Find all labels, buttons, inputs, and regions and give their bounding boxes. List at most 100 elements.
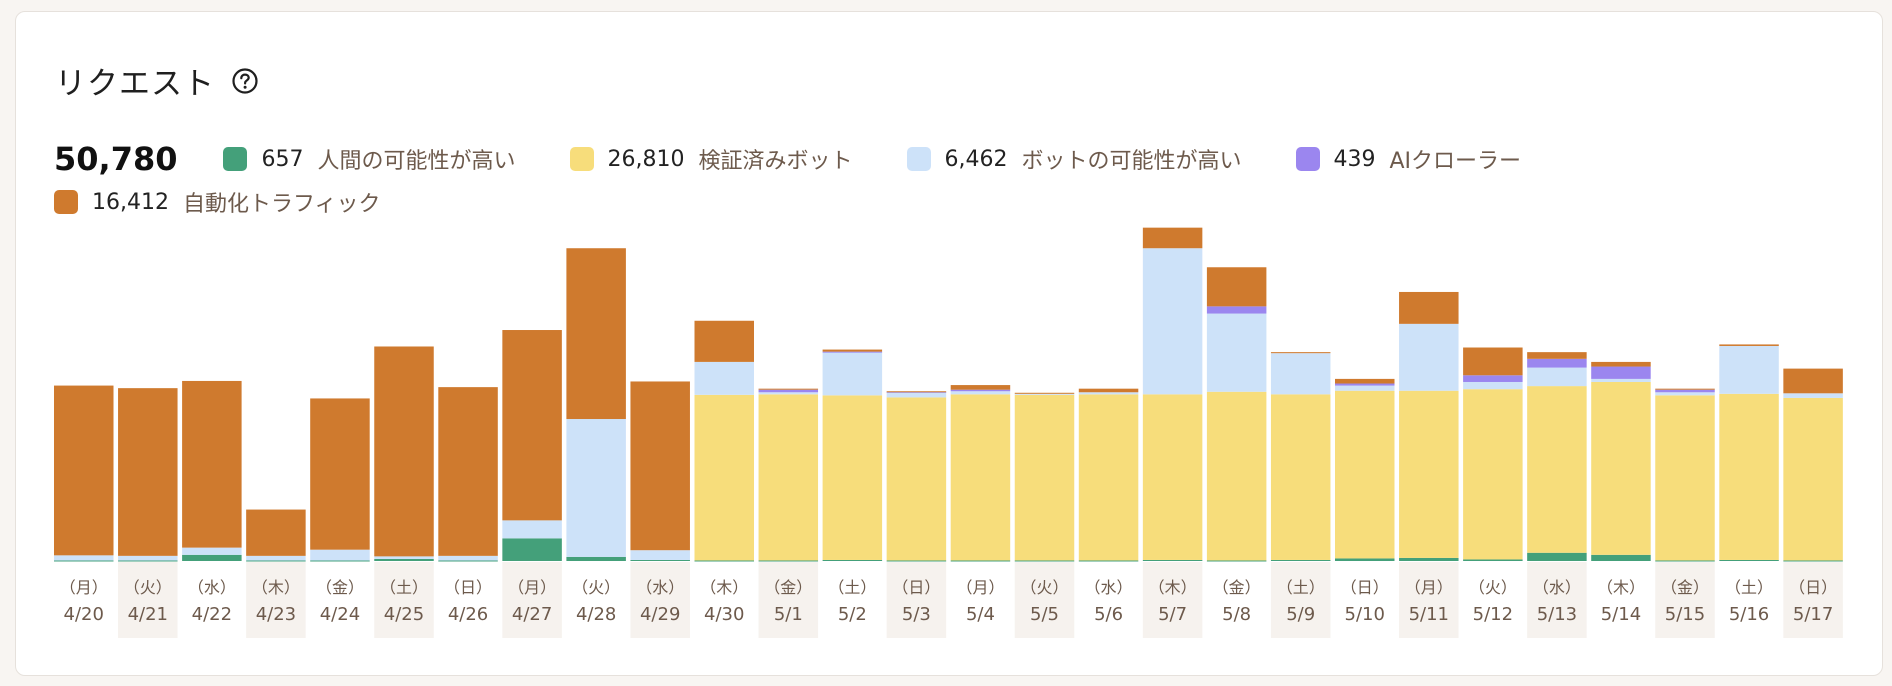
bar-segment-4-21-s0[interactable] [118, 560, 178, 562]
bar-segment-5-10-s0[interactable] [1335, 558, 1395, 561]
bar-segment-4-23-s4[interactable] [246, 509, 306, 556]
bar-segment-4-25-s0[interactable] [374, 558, 434, 561]
bar-segment-5-5-s4[interactable] [1014, 392, 1075, 394]
bar-segment-5-11-s2[interactable] [1399, 323, 1459, 391]
bar-segment-5-1-s1[interactable] [758, 394, 819, 561]
bar-segment-4-30-s1[interactable] [694, 394, 755, 561]
bar-segment-5-3-s4[interactable] [886, 391, 947, 393]
bar-segment-5-4-s2[interactable] [950, 391, 1011, 395]
bar-segment-4-22-s0[interactable] [182, 554, 242, 561]
bar-segment-5-16-s1[interactable] [1719, 393, 1779, 560]
legend-item-verified-bot[interactable]: 26,810 検証済みボット [569, 143, 853, 175]
bar-segment-5-4-s1[interactable] [950, 394, 1011, 561]
bar-segment-5-1-s2[interactable] [758, 392, 819, 395]
bar-segment-4-20-s0[interactable] [54, 560, 114, 562]
bar-segment-5-7-s2[interactable] [1142, 248, 1203, 395]
bar-segment-5-14-s3[interactable] [1591, 366, 1651, 379]
bar-segment-5-6-s4[interactable] [1078, 388, 1139, 393]
bar-segment-5-3-s1[interactable] [886, 397, 947, 561]
bar-segment-4-26-s4[interactable] [438, 387, 498, 556]
bar-segment-5-15-s1[interactable] [1655, 395, 1715, 561]
bar-segment-5-13-s2[interactable] [1527, 367, 1587, 387]
bar-segment-4-27-s2[interactable] [502, 520, 562, 539]
bar-segment-5-16-s0[interactable] [1719, 559, 1779, 561]
bar-segment-5-1-s4[interactable] [758, 388, 819, 390]
bar-segment-5-8-s4[interactable] [1206, 267, 1267, 307]
bar-segment-4-22-s2[interactable] [182, 547, 242, 555]
bar-segment-5-13-s1[interactable] [1527, 386, 1587, 553]
bar-segment-4-26-s2[interactable] [438, 555, 498, 561]
bar-segment-4-25-s2[interactable] [374, 556, 434, 559]
bar-segment-5-9-s1[interactable] [1270, 394, 1331, 560]
bar-segment-5-9-s2[interactable] [1270, 353, 1331, 395]
bar-segment-5-2-s0[interactable] [822, 559, 883, 561]
bar-segment-5-12-s3[interactable] [1463, 375, 1523, 382]
bar-segment-5-14-s4[interactable] [1591, 361, 1651, 367]
bar-segment-5-2-s3[interactable] [822, 351, 883, 353]
bar-segment-5-10-s2[interactable] [1335, 385, 1395, 391]
bar-segment-5-5-s0[interactable] [1014, 560, 1075, 562]
bar-segment-5-12-s1[interactable] [1463, 389, 1523, 560]
bar-segment-4-30-s4[interactable] [694, 320, 755, 362]
bar-segment-4-24-s2[interactable] [310, 549, 370, 561]
bar-segment-5-6-s0[interactable] [1078, 560, 1139, 562]
bar-segment-5-13-s0[interactable] [1527, 552, 1587, 561]
bar-segment-5-17-s4[interactable] [1783, 368, 1843, 394]
bar-segment-5-12-s0[interactable] [1463, 559, 1523, 561]
bar-segment-5-6-s2[interactable] [1078, 392, 1139, 395]
bar-segment-5-12-s2[interactable] [1463, 381, 1523, 390]
bar-segment-5-10-s3[interactable] [1335, 383, 1395, 386]
bar-segment-5-9-s4[interactable] [1270, 352, 1331, 354]
bar-segment-5-10-s4[interactable] [1335, 378, 1395, 384]
bar-segment-5-12-s4[interactable] [1463, 347, 1523, 376]
bar-segment-5-11-s0[interactable] [1399, 557, 1459, 561]
bar-segment-4-29-s0[interactable] [630, 559, 690, 561]
bar-segment-4-26-s0[interactable] [438, 560, 498, 562]
bar-segment-5-15-s3[interactable] [1655, 389, 1715, 393]
bar-segment-5-8-s2[interactable] [1206, 313, 1267, 392]
bar-segment-4-28-s4[interactable] [566, 248, 626, 420]
bar-segment-4-27-s4[interactable] [502, 330, 562, 521]
bar-segment-5-10-s1[interactable] [1335, 390, 1395, 559]
bar-segment-4-20-s2[interactable] [54, 555, 114, 561]
bar-segment-5-2-s1[interactable] [822, 395, 883, 560]
bar-segment-5-1-s0[interactable] [758, 560, 819, 562]
bar-segment-4-30-s2[interactable] [694, 361, 755, 395]
bar-segment-5-13-s4[interactable] [1527, 352, 1587, 359]
bar-segment-5-16-s2[interactable] [1719, 345, 1779, 394]
bar-segment-4-23-s0[interactable] [246, 560, 306, 562]
bar-segment-5-17-s2[interactable] [1783, 393, 1843, 398]
bar-segment-5-2-s4[interactable] [822, 349, 883, 352]
bar-segment-5-8-s1[interactable] [1206, 391, 1267, 561]
bar-segment-5-17-s0[interactable] [1783, 560, 1843, 562]
bar-segment-5-7-s0[interactable] [1142, 559, 1203, 561]
bar-segment-5-2-s2[interactable] [822, 352, 883, 396]
bar-segment-5-7-s1[interactable] [1142, 394, 1203, 560]
bar-segment-5-1-s3[interactable] [758, 389, 819, 393]
bar-segment-5-4-s0[interactable] [950, 560, 1011, 562]
bar-segment-4-24-s0[interactable] [310, 560, 370, 562]
bar-segment-5-5-s1[interactable] [1014, 394, 1075, 561]
bar-segment-4-22-s4[interactable] [182, 380, 242, 548]
bar-segment-5-5-s2[interactable] [1014, 393, 1075, 395]
legend-item-ai-crawler[interactable]: 439 AIクローラー [1295, 143, 1521, 175]
bar-segment-4-27-s0[interactable] [502, 538, 562, 561]
bar-segment-4-23-s2[interactable] [246, 555, 306, 561]
bar-segment-4-21-s2[interactable] [118, 555, 178, 561]
bar-segment-5-11-s1[interactable] [1399, 390, 1459, 558]
bar-segment-4-21-s4[interactable] [118, 388, 178, 556]
bar-segment-5-4-s4[interactable] [950, 385, 1011, 390]
bar-segment-5-8-s3[interactable] [1206, 306, 1267, 314]
bar-segment-5-11-s4[interactable] [1399, 291, 1459, 324]
bar-segment-4-25-s4[interactable] [374, 346, 434, 557]
bar-segment-4-20-s4[interactable] [54, 385, 114, 556]
bar-segment-5-3-s0[interactable] [886, 560, 947, 562]
legend-item-automated[interactable]: 16,412 自動化トラフィック [54, 186, 381, 218]
bar-segment-5-15-s0[interactable] [1655, 560, 1715, 562]
bar-segment-4-29-s2[interactable] [630, 550, 690, 560]
bar-segment-5-16-s4[interactable] [1719, 344, 1779, 346]
bar-segment-5-14-s2[interactable] [1591, 378, 1651, 382]
bar-segment-5-13-s3[interactable] [1527, 358, 1587, 368]
legend-item-human[interactable]: 657 人間の可能性が高い [223, 143, 516, 175]
bar-segment-4-28-s0[interactable] [566, 556, 626, 561]
